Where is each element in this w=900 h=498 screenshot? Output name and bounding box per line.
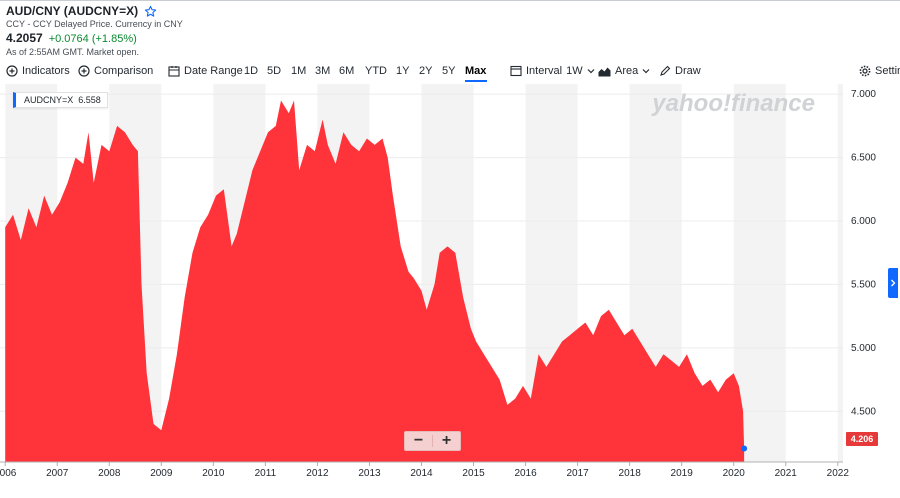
chart-type-label: Area — [615, 65, 639, 77]
chevron-down-icon — [642, 69, 650, 74]
x-tick-label: 2014 — [410, 468, 433, 479]
chevron-right-icon — [891, 279, 896, 287]
x-tick-label: 2012 — [306, 468, 329, 479]
x-tick-label: 2021 — [775, 468, 798, 479]
current-price: 4.2057 — [6, 31, 43, 45]
range-ytd[interactable]: YTD — [365, 65, 387, 77]
expand-panel-button[interactable] — [888, 268, 898, 298]
price-chart[interactable]: yahoo!finance 4.500 5.000 5.500 6.000 6.500 7… — [0, 84, 900, 498]
x-tick-label: 2006 — [0, 468, 17, 479]
y-tick-label: 4.500 — [851, 406, 876, 417]
quote-header: AUD/CNY (AUDCNY=X) CCY - CCY Delayed Pri… — [6, 4, 183, 57]
top-border — [0, 0, 900, 1]
x-tick-label: 2007 — [46, 468, 69, 479]
last-price-label: 4.206 — [846, 432, 878, 446]
interval-selector[interactable]: Interval 1W — [510, 62, 595, 80]
x-tick-label: 2020 — [723, 468, 746, 479]
draw-label: Draw — [675, 65, 701, 77]
y-tick-label: 5.000 — [851, 343, 876, 354]
plus-circle-icon — [78, 65, 90, 77]
range-max[interactable]: Max — [465, 65, 487, 77]
range-1y[interactable]: 1Y — [396, 65, 410, 77]
x-tick-label: 2015 — [462, 468, 485, 479]
zoom-controls: − + — [404, 431, 461, 451]
watermark: yahoo!finance — [651, 90, 815, 117]
comparison-label: Comparison — [94, 65, 154, 77]
last-price-marker — [741, 445, 748, 452]
x-tick-label: 2011 — [255, 468, 277, 479]
x-tick-label: 2009 — [150, 468, 173, 479]
star-icon[interactable] — [144, 5, 157, 18]
x-tick-label: 2022 — [827, 468, 850, 479]
quote-subtitle: CCY - CCY Delayed Price. Currency in CNY — [6, 19, 183, 29]
indicators-button[interactable]: Indicators — [6, 62, 70, 80]
range-2y[interactable]: 2Y — [419, 65, 433, 77]
plus-circle-icon — [6, 65, 18, 77]
chevron-down-icon — [587, 69, 595, 74]
settings-button[interactable]: Settin — [859, 62, 900, 80]
range-6m[interactable]: 6M — [339, 65, 355, 77]
range-1m[interactable]: 1M — [291, 65, 307, 77]
y-tick-label: 5.500 — [851, 279, 876, 290]
x-tick-label: 2008 — [98, 468, 121, 479]
zoom-in-button[interactable]: + — [441, 432, 452, 449]
x-tick-label: 2018 — [619, 468, 642, 479]
market-status: As of 2:55AM GMT. Market open. — [6, 47, 140, 57]
price-change: +0.0764 (+1.85%) — [48, 33, 137, 45]
x-tick-label: 2013 — [358, 468, 381, 479]
area-chart-icon — [598, 67, 611, 76]
year-band — [837, 84, 843, 462]
range-1d[interactable]: 1D — [244, 65, 259, 77]
range-5d[interactable]: 5D — [267, 65, 282, 77]
range-3m[interactable]: 3M — [315, 65, 331, 77]
x-tick-label: 2019 — [671, 468, 694, 479]
zoom-divider — [432, 435, 433, 447]
y-axis: 4.500 5.000 5.500 6.000 6.500 7.000 — [851, 89, 876, 417]
y-tick-label: 7.000 — [851, 89, 876, 100]
draw-button[interactable]: Draw — [659, 62, 701, 80]
calendar-icon — [168, 66, 180, 77]
x-tick-label: 2017 — [566, 468, 589, 479]
x-axis: 2006 2007 2008 2009 2010 2011 2012 2013 2014 2015… — [0, 461, 850, 479]
range-5y[interactable]: 5Y — [442, 65, 456, 77]
price-area — [5, 100, 745, 462]
page-title: AUD/CNY (AUDCNY=X) — [6, 4, 139, 18]
y-tick-label: 6.000 — [851, 216, 876, 227]
zoom-out-button[interactable]: − — [413, 432, 424, 449]
indicators-label: Indicators — [22, 65, 70, 77]
y-tick-label: 6.500 — [851, 153, 876, 164]
x-tick-label: 2010 — [202, 468, 225, 479]
crosshair-tooltip: AUDCNY=X 6.558 — [13, 92, 108, 108]
year-band — [733, 84, 786, 462]
gear-icon — [859, 65, 871, 77]
chart-type-selector[interactable]: Area — [598, 62, 650, 80]
chart-toolbar: Indicators Comparison Date Range 1D 5D 1… — [0, 62, 900, 82]
chart-canvas: yahoo!finance 4.500 5.000 5.500 6.000 6.500 7… — [0, 84, 876, 479]
interval-value: 1W — [566, 65, 583, 77]
active-range-indicator — [465, 80, 487, 82]
tooltip-symbol: AUDCNY=X — [24, 95, 74, 105]
x-tick-label: 2016 — [514, 468, 537, 479]
settings-label: Settin — [875, 65, 900, 77]
interval-label: Interval — [526, 65, 563, 77]
pencil-icon — [660, 65, 671, 76]
date-range-label: Date Range — [184, 65, 243, 77]
tooltip-value: 6.558 — [78, 95, 101, 105]
comparison-button[interactable]: Comparison — [78, 62, 153, 80]
date-range-button[interactable]: Date Range — [168, 62, 243, 80]
candlestick-icon — [510, 65, 522, 77]
